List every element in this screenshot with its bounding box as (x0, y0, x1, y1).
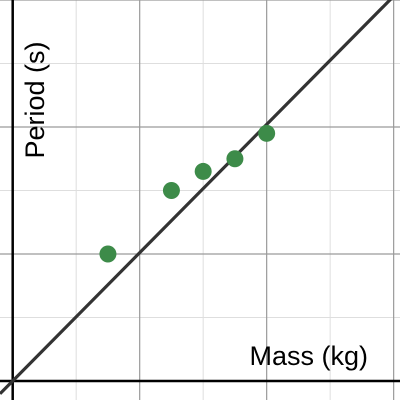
data-point (194, 162, 212, 180)
data-point (258, 124, 276, 142)
data-points (99, 124, 276, 263)
data-point (99, 245, 117, 263)
data-point (162, 181, 180, 199)
data-point (226, 150, 244, 168)
x-axis-label: Mass (kg) (249, 341, 368, 371)
y-axis-label: Period (s) (20, 41, 50, 158)
